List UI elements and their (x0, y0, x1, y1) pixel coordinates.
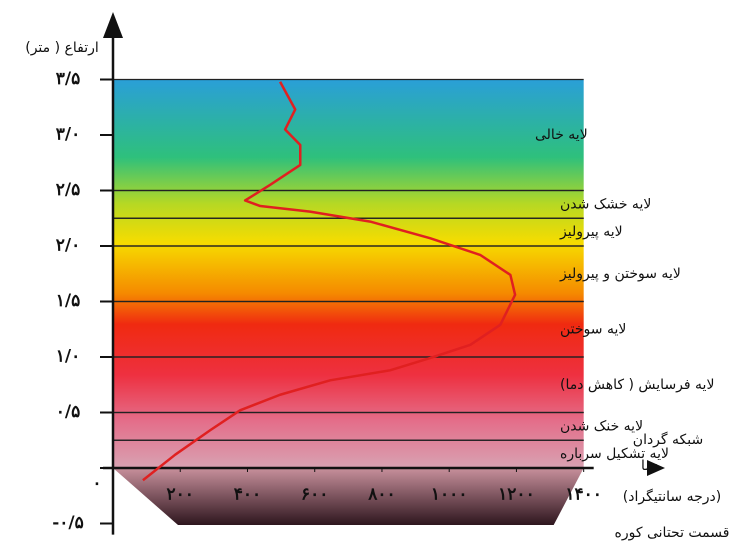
layer-label: لایه خشک شدن (560, 196, 651, 212)
y-tick-label: -۰/۵ (52, 513, 84, 533)
x-tick-label: ۴۰۰ (234, 485, 261, 505)
layer-label: لایه فرسایش ( کاهش دما) (560, 377, 714, 393)
layer-label: لایه پیرولیز (559, 224, 623, 240)
y-tick-label: ۰/۵ (56, 402, 80, 422)
y-tick-label: ۳/۰ (56, 125, 80, 145)
x-tick-label: ۸۰۰ (367, 485, 395, 505)
y-tick-label: ۲/۵ (56, 180, 80, 200)
y-tick-label: ۳/۵ (56, 69, 80, 89)
y-tick-label: ۱/۵ (56, 291, 80, 311)
chart: ارتفاع ( متر) شبکه گردان دما (درجه سانتی… (0, 0, 741, 548)
layer-label: لایه خالی (535, 127, 588, 143)
layer-area (113, 80, 584, 469)
x-tick-label: ۲۰۰ (167, 485, 194, 505)
layer-label: لایه تشکیل سرباره (560, 446, 669, 462)
y-tick-label: ۲/۰ (56, 236, 80, 256)
bottom-label: قسمت تحتانی کوره (615, 525, 730, 541)
x-tick-label: ۱۴۰۰ (565, 485, 602, 505)
layer-label: لایه خنک شدن (560, 418, 643, 434)
layer-label: لایه سوختن (560, 321, 626, 337)
y-axis-arrow (103, 12, 123, 38)
y-tick-label: ۰ (92, 474, 101, 494)
y-axis-label: ارتفاع ( متر) (25, 40, 99, 56)
layers (113, 80, 584, 526)
y-tick-label: ۱/۰ (56, 347, 80, 367)
x-tick-label: ۶۰۰ (301, 485, 328, 505)
x-tick-label: ۱۰۰۰ (431, 485, 468, 505)
x-tick-label: ۱۲۰۰ (498, 485, 535, 505)
layer-label: لایه سوختن و پیرولیز (559, 266, 681, 282)
x-axis-unit: (درجه سانتیگراد) (623, 488, 721, 505)
